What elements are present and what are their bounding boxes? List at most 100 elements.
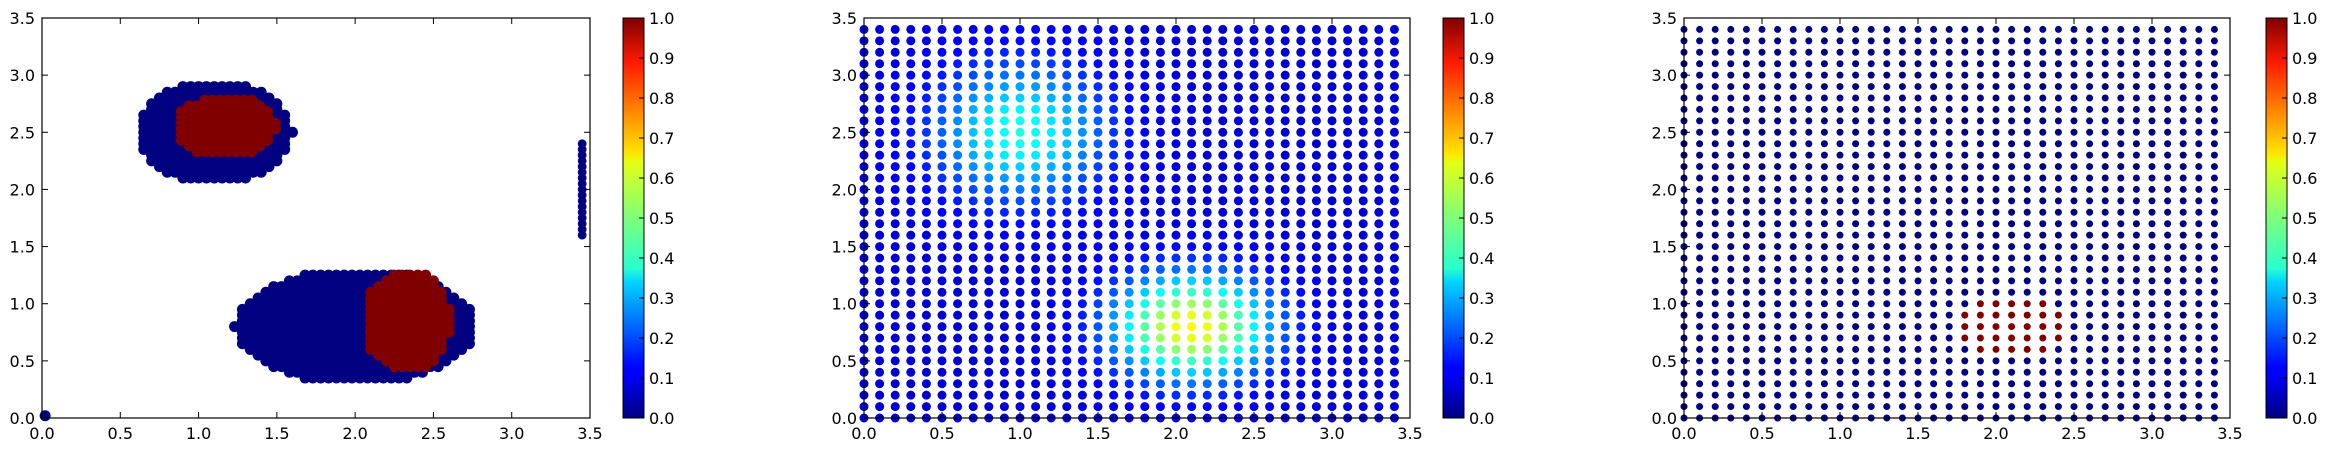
scatter-point — [1327, 276, 1337, 286]
scatter-point — [1374, 47, 1384, 57]
y-tick-label: 2.0 — [10, 180, 35, 199]
scatter-point — [953, 253, 963, 263]
y-tick-label: 1.0 — [1652, 295, 1677, 314]
scatter-point — [1898, 37, 1906, 45]
scatter-point — [1311, 47, 1321, 57]
scatter-point — [1311, 242, 1321, 252]
scatter-point — [1171, 36, 1181, 46]
scatter-point — [1852, 277, 1860, 285]
scatter-point — [1202, 253, 1212, 263]
scatter-point — [2054, 265, 2062, 273]
colorbar-tick-label: 0.1 — [2292, 369, 2317, 388]
scatter-point — [2101, 48, 2109, 56]
scatter-point — [1774, 243, 1782, 251]
scatter-point — [1265, 36, 1275, 46]
scatter-point — [1358, 24, 1368, 34]
scatter-point — [953, 287, 963, 297]
scatter-point — [1046, 127, 1056, 137]
scatter-point — [2195, 140, 2203, 148]
scatter-point — [1945, 128, 1953, 136]
scatter-point — [984, 367, 994, 377]
scatter-point — [1093, 379, 1103, 389]
scatter-point — [984, 310, 994, 320]
scatter-point — [2101, 311, 2109, 319]
scatter-point — [1249, 356, 1259, 366]
scatter-point — [1140, 207, 1150, 217]
scatter-point — [1187, 379, 1197, 389]
scatter-point — [2117, 323, 2125, 331]
scatter-point — [1883, 254, 1891, 262]
scatter-point — [890, 287, 900, 297]
scatter-point — [1820, 265, 1828, 273]
scatter-point — [1389, 299, 1399, 309]
scatter-point — [890, 70, 900, 80]
scatter-point — [2008, 254, 2016, 262]
scatter-point — [984, 59, 994, 69]
scatter-point — [921, 150, 931, 160]
scatter-point — [1031, 322, 1041, 332]
scatter-point — [1155, 322, 1165, 332]
scatter-point — [1233, 310, 1243, 320]
scatter-point — [1867, 345, 1875, 353]
scatter-point — [875, 184, 885, 194]
scatter-point — [1820, 368, 1828, 376]
scatter-point — [1140, 299, 1150, 309]
axes-1: 0.0 0.5 1.0 1.5 2.0 2.5 3.0 3.50.00.51.01.52.02… — [10, 9, 603, 443]
scatter-point — [1358, 344, 1368, 354]
scatter-point — [1976, 94, 1984, 102]
scatter-point — [1374, 93, 1384, 103]
scatter-point — [1062, 196, 1072, 206]
scatter-point — [1852, 380, 1860, 388]
scatter-point — [1187, 299, 1197, 309]
scatter-point — [1343, 162, 1353, 172]
scatter-point — [2008, 48, 2016, 56]
scatter-point — [2023, 105, 2031, 113]
scatter-point — [346, 269, 358, 281]
scatter-point — [1280, 322, 1290, 332]
scatter-point — [999, 47, 1009, 57]
scatter-point — [1062, 322, 1072, 332]
scatter-point — [268, 281, 280, 293]
scatter-point — [2148, 117, 2156, 125]
scatter-point — [1930, 197, 1938, 205]
scatter-point — [1311, 230, 1321, 240]
scatter-point — [937, 139, 947, 149]
scatter-point — [1898, 48, 1906, 56]
scatter-point — [1077, 150, 1087, 160]
scatter-point — [1867, 174, 1875, 182]
scatter-point — [1015, 333, 1025, 343]
scatter-point — [1374, 253, 1384, 263]
scatter-point — [1265, 59, 1275, 69]
scatter-point — [1930, 60, 1938, 68]
scatter-point — [1280, 104, 1290, 114]
scatter-point — [1992, 345, 2000, 353]
scatter-point — [1852, 334, 1860, 342]
scatter-point — [1961, 163, 1969, 171]
scatter-point — [2164, 163, 2172, 171]
scatter-point — [1311, 59, 1321, 69]
scatter-point — [1343, 253, 1353, 263]
scatter-point — [2164, 174, 2172, 182]
scatter-point — [1867, 83, 1875, 91]
scatter-point — [2101, 83, 2109, 91]
scatter-point — [1280, 356, 1290, 366]
scatter-point — [1992, 94, 2000, 102]
scatter-point — [2039, 334, 2047, 342]
scatter-point — [2086, 71, 2094, 79]
scatter-point — [1155, 390, 1165, 400]
scatter-point — [1109, 196, 1119, 206]
scatter-point — [2008, 323, 2016, 331]
scatter-point — [1758, 197, 1766, 205]
scatter-point — [1202, 196, 1212, 206]
scatter-point — [890, 36, 900, 46]
scatter-point — [2195, 288, 2203, 296]
scatter-point — [937, 253, 947, 263]
scatter-point — [1805, 323, 1813, 331]
scatter-point — [1774, 300, 1782, 308]
scatter-point — [1218, 36, 1228, 46]
scatter-point — [1093, 299, 1103, 309]
scatter-point — [2008, 300, 2016, 308]
scatter-point — [1836, 334, 1844, 342]
scatter-point — [1249, 287, 1259, 297]
scatter-point — [1046, 230, 1056, 240]
